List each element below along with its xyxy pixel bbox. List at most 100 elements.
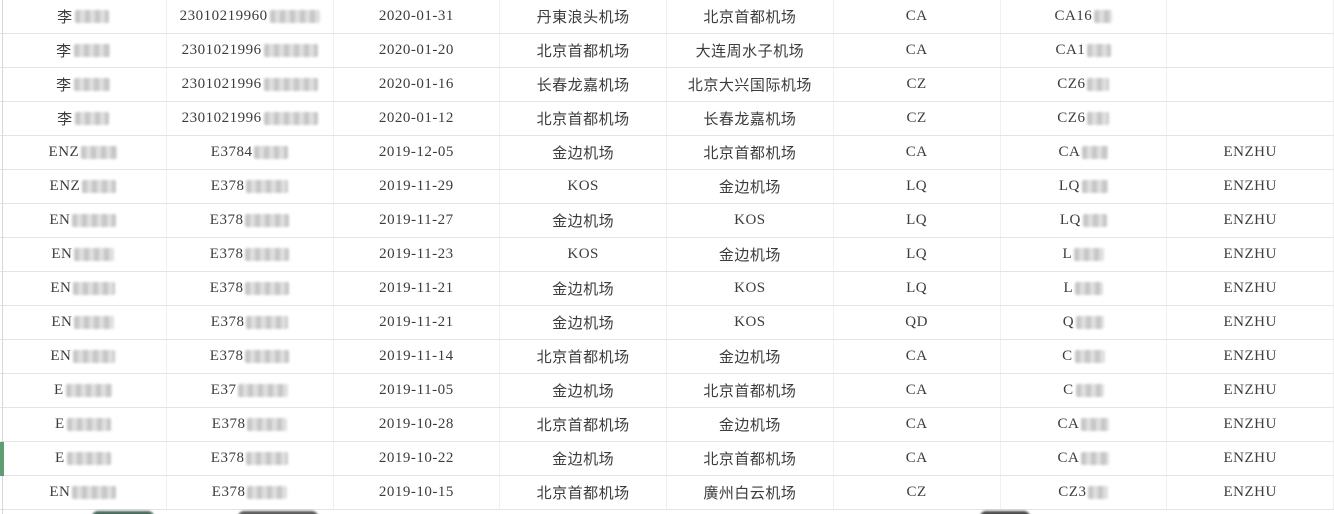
cell-passenger-name[interactable]: EN [0,204,167,237]
cell-flight-number[interactable]: CA [1001,136,1168,169]
cell-flight-number[interactable]: CA [1001,442,1168,475]
cell-tag[interactable] [1167,34,1334,67]
cell-arrival-airport[interactable]: 金边机场 [667,238,834,271]
cell-flight-number[interactable]: CZ6 [1001,102,1168,135]
cell-id-number[interactable]: E378 [167,476,334,509]
cell-tag[interactable] [1167,0,1334,33]
cell-flight-date[interactable]: 2019-11-21 [334,272,501,305]
cell-passenger-name[interactable]: E [0,408,167,441]
cell-airline-code[interactable]: LQ [834,238,1001,271]
cell-departure-airport[interactable]: 金边机场 [500,204,667,237]
cell-airline-code[interactable]: CA [834,374,1001,407]
cell-flight-number[interactable]: CA1 [1001,34,1168,67]
cell-arrival-airport[interactable]: 北京大兴国际机场 [667,68,834,101]
cell-flight-date[interactable]: 2019-11-14 [334,340,501,373]
cell-passenger-name[interactable]: EN [0,238,167,271]
cell-departure-airport[interactable]: 金边机场 [500,272,667,305]
cell-tag[interactable]: ENZHU [1167,374,1334,407]
cell-arrival-airport[interactable]: 北京首都机场 [667,374,834,407]
cell-arrival-airport[interactable]: KOS [667,204,834,237]
cell-tag[interactable]: ENZHU [1167,136,1334,169]
cell-flight-date[interactable]: 2020-01-20 [334,34,501,67]
cell-airline-code[interactable]: QD [834,306,1001,339]
cell-departure-airport[interactable]: 金边机场 [500,136,667,169]
cell-id-number[interactable]: 2301021996 [167,102,334,135]
cell-departure-airport[interactable]: 金边机场 [500,306,667,339]
cell-departure-airport[interactable]: KOS [500,170,667,203]
cell-passenger-name[interactable]: 李 [0,0,167,33]
cell-flight-number[interactable]: CA [1001,408,1168,441]
cell-passenger-name[interactable]: 李 [0,68,167,101]
cell-flight-date[interactable]: 2019-11-05 [334,374,501,407]
cell-passenger-name[interactable]: EN [0,306,167,339]
cell-flight-number[interactable]: CZ3 [1001,476,1168,509]
cell-airline-code[interactable]: CA [834,34,1001,67]
cell-tag[interactable]: ENZHU [1167,306,1334,339]
cell-airline-code[interactable]: CZ [834,68,1001,101]
cell-flight-date[interactable]: 2019-11-29 [334,170,501,203]
cell-passenger-name[interactable]: 李 [0,34,167,67]
cell-departure-airport[interactable]: 丹東浪头机场 [500,0,667,33]
cell-id-number[interactable]: 2301021996 [167,68,334,101]
cell-tag[interactable]: ENZHU [1167,238,1334,271]
cell-flight-number[interactable]: C [1001,340,1168,373]
cell-flight-date[interactable]: 2020-01-12 [334,102,501,135]
cell-flight-number[interactable]: L [1001,272,1168,305]
cell-passenger-name[interactable]: 李 [0,102,167,135]
cell-id-number[interactable]: E378 [167,340,334,373]
cell-departure-airport[interactable]: 北京首都机场 [500,34,667,67]
cell-id-number[interactable]: 2301021996 [167,34,334,67]
cell-flight-number[interactable]: Q [1001,306,1168,339]
cell-id-number[interactable]: E378 [167,204,334,237]
cell-airline-code[interactable]: LQ [834,272,1001,305]
cell-flight-date[interactable]: 2019-11-27 [334,204,501,237]
cell-flight-number[interactable]: C [1001,374,1168,407]
cell-id-number[interactable]: E378 [167,170,334,203]
cell-airline-code[interactable]: CA [834,340,1001,373]
cell-tag[interactable] [1167,68,1334,101]
cell-id-number[interactable]: 23010219960 [167,0,334,33]
cell-arrival-airport[interactable]: 长春龙嘉机场 [667,102,834,135]
cell-departure-airport[interactable]: 金边机场 [500,374,667,407]
cell-id-number[interactable]: E378 [167,306,334,339]
cell-tag[interactable]: ENZHU [1167,204,1334,237]
cell-id-number[interactable]: E378 [167,272,334,305]
cell-passenger-name[interactable]: EN [0,272,167,305]
cell-id-number[interactable]: E37 [167,374,334,407]
cell-tag[interactable]: ENZHU [1167,340,1334,373]
cell-id-number[interactable]: E3784 [167,136,334,169]
cell-tag[interactable]: ENZHU [1167,272,1334,305]
cell-arrival-airport[interactable]: 北京首都机场 [667,0,834,33]
cell-departure-airport[interactable]: 北京首都机场 [500,408,667,441]
cell-departure-airport[interactable]: KOS [500,238,667,271]
cell-departure-airport[interactable]: 金边机场 [500,442,667,475]
cell-flight-date[interactable]: 2020-01-16 [334,68,501,101]
cell-flight-number[interactable]: CZ6 [1001,68,1168,101]
cell-tag[interactable]: ENZHU [1167,476,1334,509]
cell-passenger-name[interactable]: EN [0,476,167,509]
cell-id-number[interactable]: E378 [167,408,334,441]
cell-airline-code[interactable]: CZ [834,102,1001,135]
cell-passenger-name[interactable]: ENZ [0,136,167,169]
cell-departure-airport[interactable]: 长春龙嘉机场 [500,68,667,101]
cell-arrival-airport[interactable]: 大连周水子机场 [667,34,834,67]
cell-airline-code[interactable]: LQ [834,204,1001,237]
cell-arrival-airport[interactable]: KOS [667,272,834,305]
cell-arrival-airport[interactable]: 金边机场 [667,340,834,373]
cell-flight-number[interactable]: LQ [1001,204,1168,237]
cell-tag[interactable] [1167,102,1334,135]
cell-flight-date[interactable]: 2019-10-22 [334,442,501,475]
cell-airline-code[interactable]: CA [834,136,1001,169]
cell-flight-date[interactable]: 2019-12-05 [334,136,501,169]
cell-arrival-airport[interactable]: 北京首都机场 [667,136,834,169]
cell-arrival-airport[interactable]: 金边机场 [667,170,834,203]
cell-passenger-name[interactable]: EN [0,340,167,373]
cell-tag[interactable]: ENZHU [1167,170,1334,203]
cell-id-number[interactable]: E378 [167,238,334,271]
cell-arrival-airport[interactable]: KOS [667,306,834,339]
cell-flight-date[interactable]: 2019-10-15 [334,476,501,509]
cell-flight-date[interactable]: 2019-11-23 [334,238,501,271]
cell-airline-code[interactable]: CZ [834,476,1001,509]
cell-departure-airport[interactable]: 北京首都机场 [500,102,667,135]
cell-arrival-airport[interactable]: 北京首都机场 [667,442,834,475]
